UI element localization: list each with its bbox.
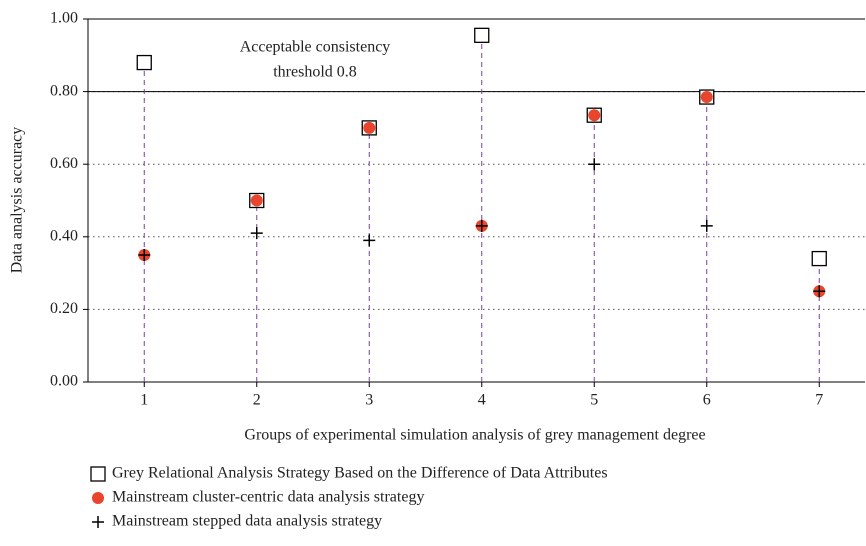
plus-marker bbox=[138, 248, 151, 261]
x-tick-label: 4 bbox=[478, 392, 486, 409]
plus-marker bbox=[475, 219, 488, 232]
circle-marker bbox=[250, 194, 263, 207]
square-marker bbox=[90, 466, 106, 482]
circle-marker bbox=[700, 91, 713, 104]
y-tick-label: 0.20 bbox=[50, 300, 78, 317]
plus-marker bbox=[363, 234, 376, 247]
x-tick-label: 7 bbox=[815, 392, 823, 409]
circle-marker bbox=[588, 109, 601, 122]
square-marker bbox=[136, 54, 152, 71]
plus-marker bbox=[250, 227, 263, 240]
y-tick-label: 1.00 bbox=[50, 10, 78, 27]
x-tick-label: 5 bbox=[590, 392, 598, 409]
legend-label: Grey Relational Analysis Strategy Based … bbox=[112, 465, 608, 482]
circle-marker bbox=[363, 121, 376, 134]
y-tick-label: 0.40 bbox=[50, 227, 78, 244]
plus-marker bbox=[813, 285, 826, 298]
annotation: threshold 0.8 bbox=[273, 64, 357, 81]
x-tick-label: 6 bbox=[703, 392, 711, 409]
annotation: Acceptable consistency bbox=[240, 39, 391, 56]
square-marker bbox=[474, 27, 490, 43]
x-tick-label: 2 bbox=[253, 392, 261, 409]
plus-marker bbox=[588, 158, 601, 171]
y-tick-label: 0.80 bbox=[50, 82, 78, 99]
x-tick-label: 3 bbox=[365, 392, 373, 409]
x-axis-label: Groups of experimental simulation analys… bbox=[244, 427, 705, 444]
y-tick-label: 0.60 bbox=[50, 155, 78, 172]
x-tick-label: 1 bbox=[140, 392, 148, 409]
square-marker bbox=[811, 250, 827, 267]
plus-marker bbox=[92, 516, 104, 528]
y-tick-label: 0.00 bbox=[50, 373, 78, 390]
legend-label: Mainstream stepped data analysis strateg… bbox=[112, 513, 382, 530]
plus-marker bbox=[700, 219, 713, 232]
y-axis-label: Data analysis accuracy bbox=[9, 127, 26, 274]
legend-label: Mainstream cluster-centric data analysis… bbox=[112, 489, 424, 506]
circle-marker bbox=[92, 492, 104, 504]
